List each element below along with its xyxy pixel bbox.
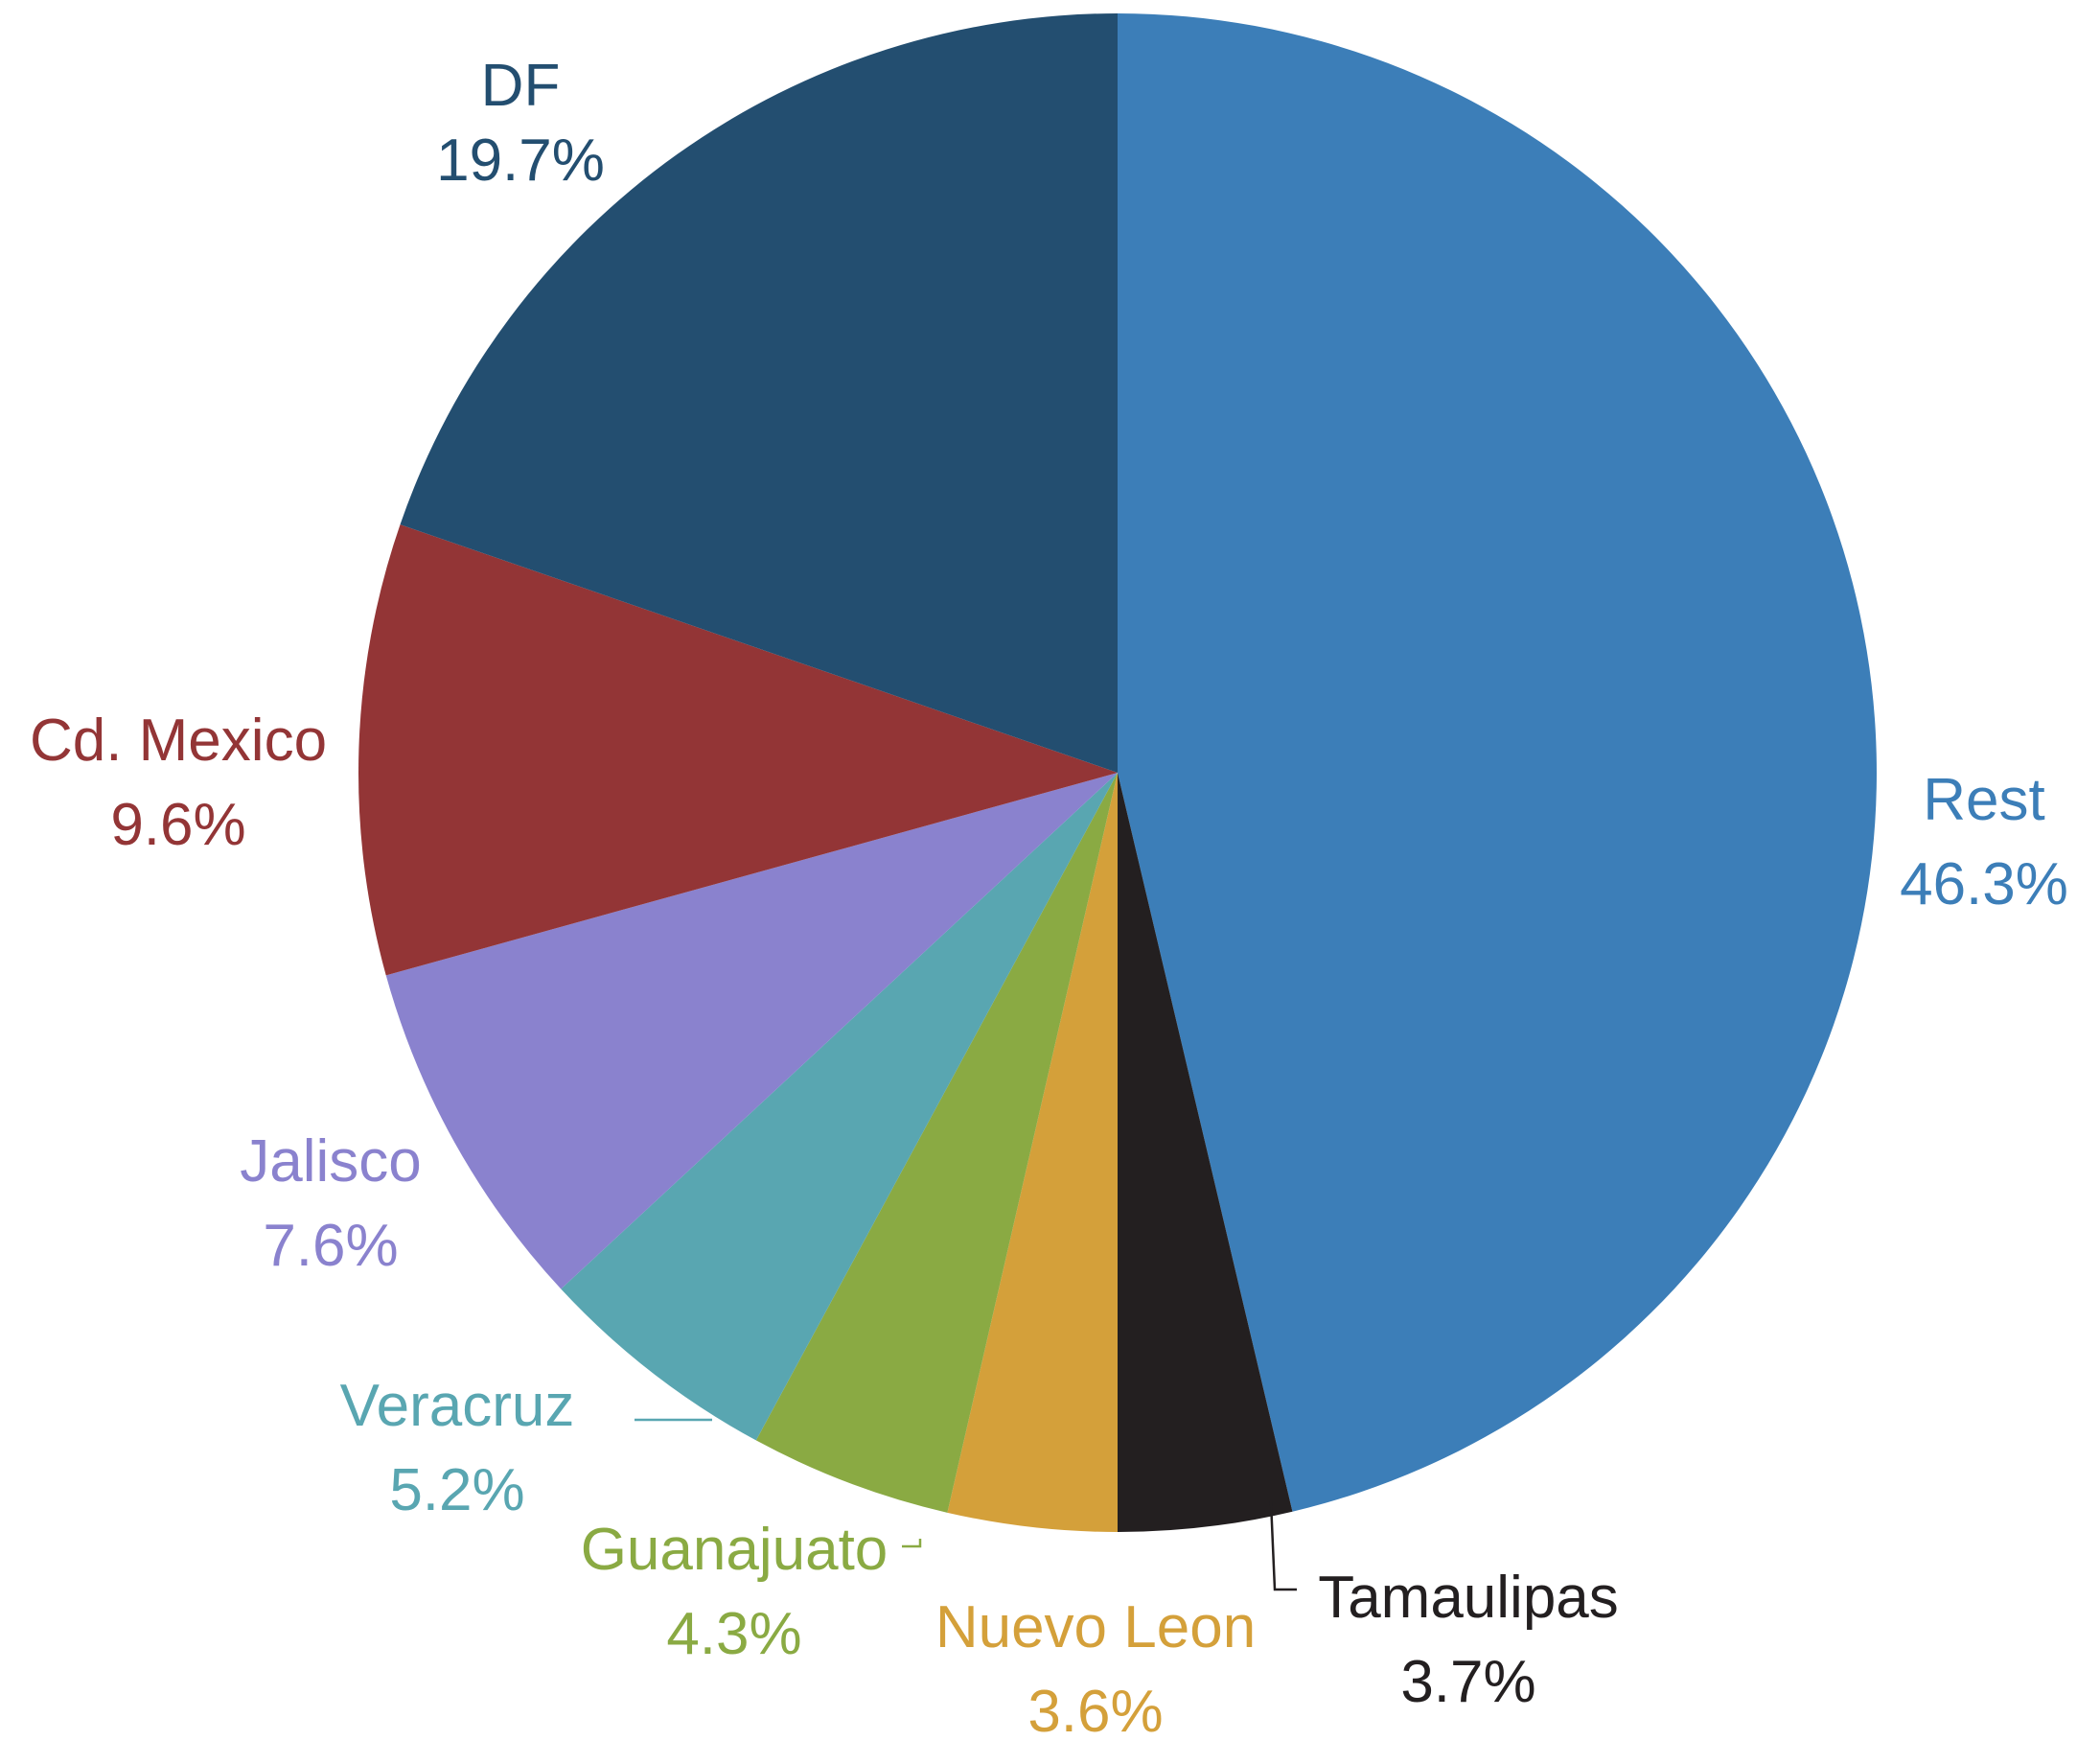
slice-value-rest: 46.3% [1900, 851, 2068, 917]
labels-layer: Rest 46.3% Tamaulipas 3.7% Nuevo Leon 3.6% Gua… [30, 53, 2068, 1745]
slice-label-rest: Rest [1923, 767, 2044, 833]
pie-slice-tamaulipas [1118, 773, 1293, 1532]
leader-line-guanajuato [902, 1539, 922, 1548]
slices-layer [358, 13, 1877, 1532]
slice-value-veracruz: 5.2% [389, 1457, 524, 1523]
leader-lines-layer [635, 1418, 1297, 1591]
slice-value-nuevo-leon: 3.6% [1027, 1679, 1163, 1745]
slice-label-veracruz: Veracruz [340, 1373, 575, 1439]
slice-value-tamaulipas: 3.7% [1400, 1649, 1535, 1715]
pie-slice-veracruz [561, 773, 1118, 1441]
leader-line-tamaulipas [1269, 1500, 1297, 1591]
slice-label-tamaulipas: Tamaulipas [1318, 1565, 1619, 1631]
slice-label-nuevo-leon: Nuevo Leon [935, 1594, 1256, 1660]
slice-value-cd-mexico: 9.6% [110, 792, 245, 858]
slice-value-guanajuato: 4.3% [666, 1601, 801, 1667]
pie-slice-nuevo-leon [947, 773, 1118, 1532]
slice-label-jalisco: Jalisco [240, 1128, 422, 1195]
pie-slice-jalisco [385, 773, 1119, 1289]
pie-slice-guanajuato [755, 773, 1118, 1513]
slice-value-df: 19.7% [436, 128, 605, 194]
pie-slice-cd-mexico [358, 524, 1118, 976]
pie-slice-df [400, 13, 1118, 773]
pie-slice-rest [1118, 13, 1877, 1512]
slice-label-guanajuato: Guanajuato [581, 1517, 888, 1583]
slice-value-jalisco: 7.6% [263, 1213, 398, 1279]
slice-label-cd-mexico: Cd. Mexico [30, 708, 327, 774]
slice-label-df: DF [481, 53, 561, 119]
